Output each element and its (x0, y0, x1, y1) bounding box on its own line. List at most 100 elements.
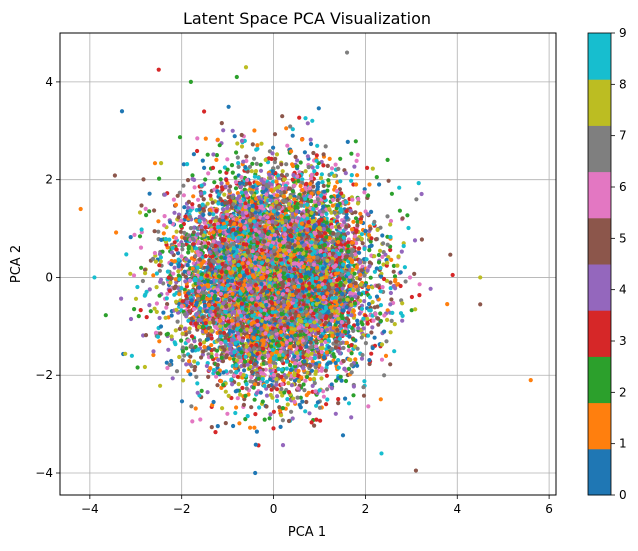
scatter-point (355, 159, 359, 163)
scatter-point (367, 182, 371, 186)
scatter-point (172, 286, 176, 290)
scatter-point (206, 171, 210, 175)
scatter-point (237, 165, 241, 169)
scatter-point (206, 375, 210, 379)
scatter-point (195, 149, 199, 153)
scatter-point (386, 158, 390, 162)
scatter-point (336, 401, 340, 405)
scatter-point (240, 133, 244, 137)
scatter-point (445, 302, 449, 306)
scatter-point (340, 379, 344, 383)
scatter-point (229, 370, 233, 374)
scatter-point (253, 175, 257, 179)
scatter-point (357, 251, 361, 255)
scatter-point (349, 152, 353, 156)
scatter-point (366, 334, 370, 338)
scatter-point (231, 171, 235, 175)
scatter-point (161, 311, 165, 315)
scatter-point (353, 357, 357, 361)
scatter-point (170, 334, 174, 338)
scatter-point (198, 338, 202, 342)
scatter-point (384, 354, 388, 358)
scatter-point (196, 198, 200, 202)
scatter-point (218, 170, 222, 174)
scatter-point (196, 361, 200, 365)
scatter-point (196, 232, 200, 236)
scatter-point (136, 365, 140, 369)
scatter-point (169, 359, 173, 363)
scatter-point (242, 403, 246, 407)
scatter-point (406, 226, 410, 230)
scatter-point (250, 169, 254, 173)
scatter-point (285, 144, 289, 148)
scatter-point (220, 406, 224, 410)
scatter-point (291, 134, 295, 138)
scatter-point (315, 153, 319, 157)
scatter-point (404, 279, 408, 283)
scatter-point (139, 308, 143, 312)
scatter-point (341, 433, 345, 437)
scatter-point (372, 220, 376, 224)
scatter-point (352, 384, 356, 388)
scatter-point (172, 293, 176, 297)
scatter-point (152, 208, 156, 212)
scatter-point (156, 219, 160, 223)
scatter-point (139, 203, 143, 207)
scatter-point (303, 150, 307, 154)
scatter-point (361, 241, 365, 245)
scatter-point (388, 280, 392, 284)
scatter-point (159, 324, 163, 328)
scatter-point (347, 335, 351, 339)
scatter-point (132, 233, 136, 237)
scatter-point (144, 207, 148, 211)
scatter-point (351, 393, 355, 397)
scatter-point (216, 424, 220, 428)
scatter-point (382, 330, 386, 334)
scatter-point (178, 135, 182, 139)
scatter-point (417, 293, 421, 297)
scatter-point (353, 210, 357, 214)
scatter-point (354, 216, 358, 220)
scatter-point (306, 121, 310, 125)
scatter-point (210, 425, 214, 429)
scatter-point (303, 409, 307, 413)
scatter-point (392, 349, 396, 353)
scatter-point (315, 159, 319, 163)
scatter-point (349, 415, 353, 419)
scatter-point (234, 405, 238, 409)
scatter-point (192, 359, 196, 363)
scatter-point (124, 252, 128, 256)
scatter-point (190, 334, 194, 338)
scatter-point (201, 159, 205, 163)
scatter-point (294, 155, 298, 159)
scatter-point (174, 328, 178, 332)
scatter-point (114, 230, 118, 234)
scatter-point (180, 399, 184, 403)
scatter-point (153, 161, 157, 165)
scatter-point (310, 119, 314, 123)
scatter-point (203, 177, 207, 181)
scatter-point (272, 410, 276, 414)
scatter-point (307, 411, 311, 415)
scatter-point (400, 250, 404, 254)
scatter-point (173, 266, 177, 270)
scatter-point (219, 177, 223, 181)
scatter-point (312, 169, 316, 173)
scatter-point (414, 197, 418, 201)
scatter-point (132, 307, 136, 311)
scatter-point (296, 396, 300, 400)
scatter-point (174, 203, 178, 207)
scatter-point (144, 213, 148, 217)
scatter-point (248, 426, 252, 430)
scatter-point (279, 162, 283, 166)
scatter-point (236, 396, 240, 400)
scatter-point (418, 282, 422, 286)
scatter-point (259, 163, 263, 167)
scatter-point (200, 389, 204, 393)
scatter-point (157, 177, 161, 181)
scatter-point (280, 173, 284, 177)
scatter-point (222, 193, 226, 197)
scatter-point (319, 376, 323, 380)
scatter-point (315, 165, 319, 169)
